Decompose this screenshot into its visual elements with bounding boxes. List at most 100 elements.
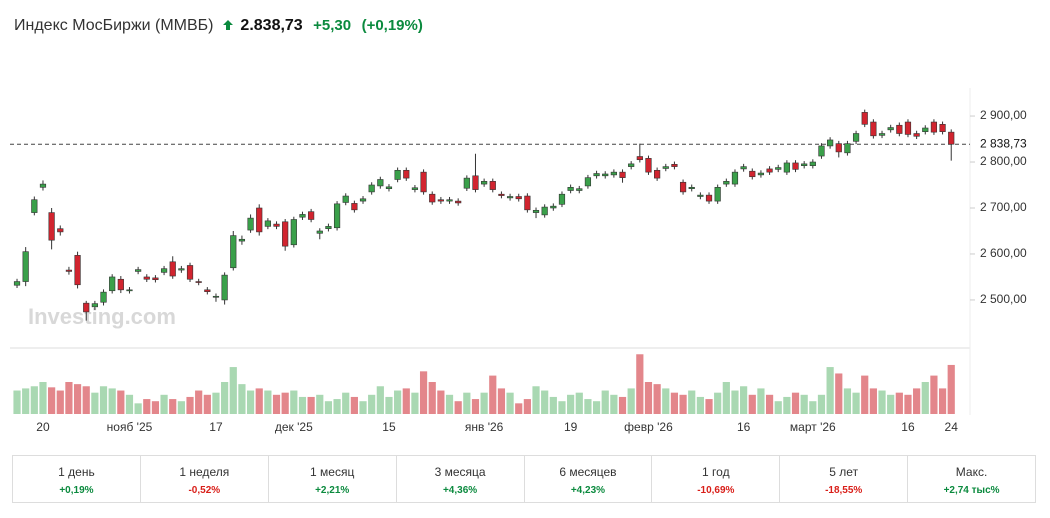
candle-body: [878, 133, 886, 136]
period-cell[interactable]: 1 неделя -0,52%: [141, 456, 269, 502]
candle-body: [757, 172, 765, 176]
volume-bar: [532, 386, 540, 414]
volume-bar: [99, 386, 108, 414]
volume-bar: [333, 399, 341, 414]
candle-body: [91, 303, 98, 308]
volume-bar: [679, 394, 687, 414]
candle-body: [948, 131, 955, 145]
price: 2.838,73: [240, 17, 303, 34]
candle-body: [481, 181, 488, 185]
volume-bar: [39, 382, 47, 414]
volume-bar: [506, 392, 514, 414]
volume-bar: [134, 403, 142, 414]
volume-bar: [610, 394, 618, 414]
period-label: 1 неделя: [179, 465, 230, 479]
candle-body: [342, 195, 349, 203]
period-cell[interactable]: 6 месяцев +4,23%: [525, 456, 653, 502]
candle-body: [117, 278, 124, 291]
volume-bar: [714, 392, 722, 414]
volume-bar: [670, 392, 679, 414]
x-tick-label: 17: [209, 420, 223, 434]
volume-bar: [480, 392, 488, 414]
volume-bar: [151, 401, 160, 414]
volume-bar: [541, 390, 549, 414]
volume-bar: [350, 396, 358, 414]
candle-body: [455, 200, 462, 204]
candle-body: [801, 163, 808, 166]
period-change: +2,21%: [315, 485, 350, 496]
candle-body: [792, 162, 799, 170]
period-label: 1 месяц: [310, 465, 355, 479]
volume-bar: [246, 390, 255, 414]
volume-bar: [575, 392, 583, 414]
volume-bar: [887, 394, 895, 414]
volume-bar: [835, 373, 843, 414]
candle-body: [100, 291, 107, 303]
candle-body: [83, 302, 90, 313]
candle-body: [31, 199, 38, 213]
candle-body: [628, 163, 635, 167]
change: +5,30: [313, 17, 352, 34]
x-tick-label: февр '26: [624, 420, 673, 434]
volume-bar: [515, 403, 523, 414]
period-change: -0,52%: [188, 485, 221, 496]
volume-bar: [290, 390, 298, 414]
volume-bar: [688, 390, 696, 414]
x-tick-label: 15: [382, 420, 396, 434]
candle-body: [195, 281, 202, 283]
candle-body: [351, 203, 358, 211]
volume-bar: [809, 401, 817, 414]
volume-bar: [394, 390, 402, 414]
candle-body: [489, 181, 496, 190]
volume-bar: [558, 401, 566, 414]
volume-bar: [342, 392, 350, 414]
volume-bar: [549, 396, 557, 414]
candle-body: [169, 261, 176, 277]
volume-bar: [463, 392, 471, 414]
candle-body: [472, 175, 479, 190]
volume-bar: [428, 382, 436, 414]
period-cell[interactable]: 1 день +0,19%: [13, 456, 141, 502]
period-cell[interactable]: 1 месяц +2,21%: [269, 456, 397, 502]
candle-body: [152, 277, 159, 281]
candle-body: [403, 169, 410, 179]
period-cell[interactable]: 5 лет -18,55%: [780, 456, 909, 502]
candle-body: [377, 179, 384, 187]
candle-body: [299, 214, 306, 218]
volume-bar: [48, 387, 56, 414]
candle-body: [679, 181, 687, 193]
candle-body: [429, 193, 436, 203]
volume-bar: [238, 384, 246, 414]
period-label: 1 год: [702, 465, 730, 479]
candle-body: [740, 166, 747, 170]
candle-body: [368, 184, 375, 193]
period-label: 1 день: [58, 465, 95, 479]
volume-bar: [82, 386, 90, 414]
volume-bar: [584, 399, 592, 414]
volume-bar: [861, 375, 869, 414]
volume-bar: [419, 371, 428, 414]
candle-body: [541, 206, 548, 216]
volume-bar: [636, 354, 644, 414]
candle-body: [39, 183, 47, 188]
volume-bar: [454, 401, 462, 414]
x-tick-label: март '26: [790, 420, 836, 434]
candle-body: [498, 193, 505, 196]
volume-bar: [592, 401, 601, 414]
candle-body: [783, 162, 790, 173]
candle-body: [290, 219, 297, 246]
last-price-label: 2 838,73: [980, 136, 1027, 150]
volume-bar: [878, 390, 886, 414]
candle-body: [160, 268, 168, 273]
volume-bar: [523, 399, 531, 414]
period-cell[interactable]: 3 месяца +4,36%: [397, 456, 525, 502]
period-cell[interactable]: Макс. +2,74 тыс%: [908, 456, 1035, 502]
volume-bar: [255, 388, 263, 414]
candle-body: [896, 124, 903, 134]
volume-bar: [195, 390, 203, 414]
period-cell[interactable]: 1 год -10,69%: [652, 456, 781, 502]
candle-body: [697, 194, 704, 197]
volume-bar: [359, 401, 367, 414]
change-pct: (+0,19%): [361, 17, 423, 34]
